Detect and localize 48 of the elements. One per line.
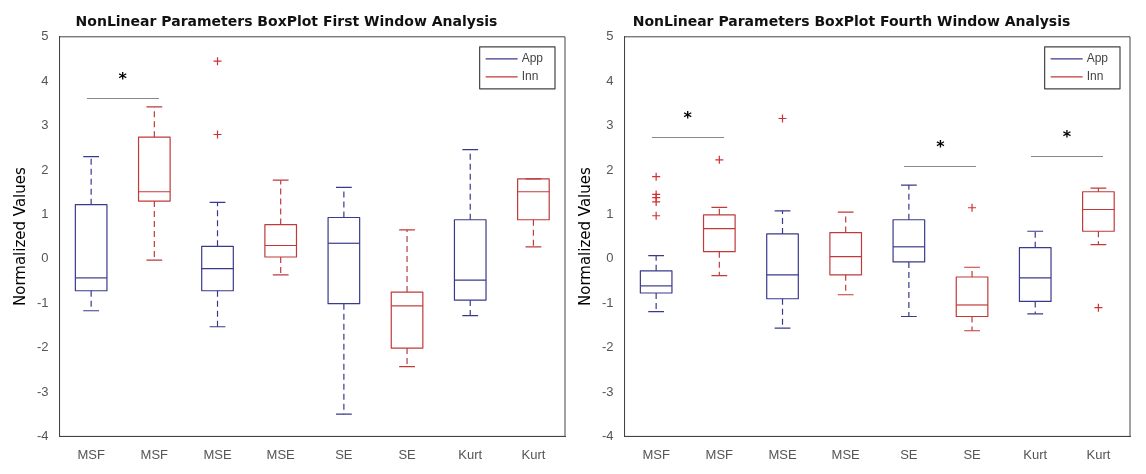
x-tick-label: MSE [266,446,296,462]
y-tick-label: 4 [41,72,49,88]
x-tick-label: SE [335,446,353,462]
legend-label: Inn [1086,69,1104,84]
x-tick-label: MSF [77,446,105,462]
x-tick-label: Kurt [458,446,483,462]
y-tick-label: -4 [602,427,614,443]
annotation: * [1061,127,1072,147]
x-tick-label: MSF [140,446,169,462]
y-axis-title: Normalized Values [10,167,29,307]
legend-label: App [521,51,544,66]
y-tick-label: 2 [606,161,614,177]
y-tick-label: -4 [37,427,49,443]
y-tick-label: -3 [602,383,614,399]
y-tick-label: 2 [41,161,49,177]
y-tick-label: -1 [602,294,614,310]
y-tick-label: 3 [41,117,49,133]
annotation: * [935,136,946,156]
y-tick-label: 5 [606,28,614,44]
y-tick-label: 0 [606,250,614,266]
x-tick-label: Kurt [521,446,546,462]
x-tick-label: MSE [203,446,232,462]
y-tick-label: -2 [602,339,614,355]
y-axis-title: Normalized Values [575,167,594,307]
annotation: * [682,107,693,127]
x-tick-label: SE [963,446,982,462]
legend-label: App [1086,51,1109,66]
x-tick-label: Kurt [1023,446,1048,462]
legend-label: Inn [521,69,539,84]
x-tick-label: MSF [642,446,670,462]
x-tick-label: Kurt [1086,446,1111,462]
y-tick-label: 1 [41,205,49,221]
chart-title: NonLinear Parameters BoxPlot Fourth Window Analysis [632,13,1071,30]
x-tick-label: SE [398,446,417,462]
y-tick-label: 4 [606,72,614,88]
annotation: * [117,68,128,88]
y-tick-label: -2 [37,339,49,355]
x-tick-label: MSF [705,446,734,462]
chart-title: NonLinear Parameters BoxPlot First Window Analysis [75,13,498,30]
x-tick-label: MSE [831,446,861,462]
y-tick-label: 0 [41,250,49,266]
y-tick-label: -3 [37,383,49,399]
y-tick-label: 5 [41,28,49,44]
y-tick-label: 1 [606,205,614,221]
x-tick-label: MSE [768,446,797,462]
y-tick-label: -1 [37,294,49,310]
y-tick-label: 3 [606,117,614,133]
x-tick-label: SE [900,446,918,462]
